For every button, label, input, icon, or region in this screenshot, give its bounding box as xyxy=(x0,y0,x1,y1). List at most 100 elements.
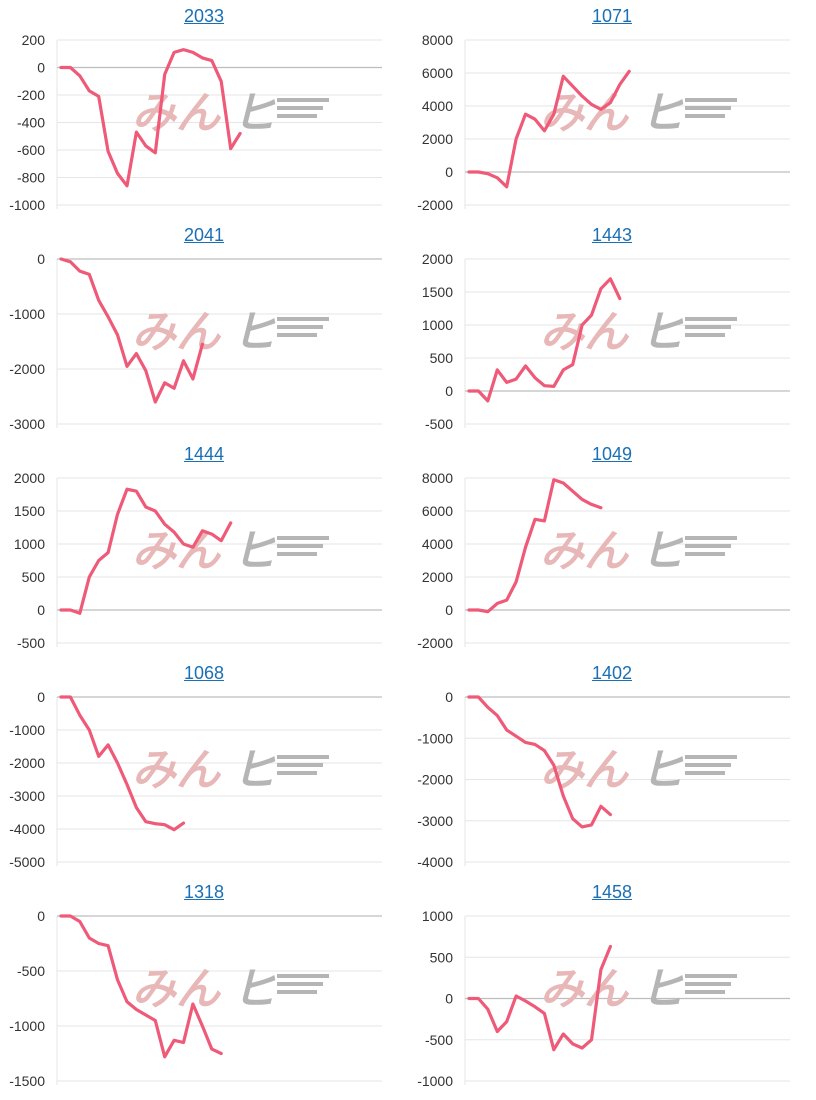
data-point xyxy=(486,610,489,613)
chart-title-link[interactable]: 2033 xyxy=(183,6,225,26)
data-point xyxy=(69,695,72,698)
watermark-logo-right: ヒ xyxy=(640,88,684,139)
data-point xyxy=(562,481,565,484)
y-tick-label: 0 xyxy=(445,164,453,180)
chart-title-link[interactable]: 1402 xyxy=(591,663,633,683)
data-point xyxy=(590,1038,593,1041)
watermark-streak xyxy=(277,325,323,329)
watermark-streak xyxy=(685,974,737,978)
y-tick-label: -4000 xyxy=(417,854,453,870)
data-point xyxy=(543,749,546,752)
data-point xyxy=(125,365,128,368)
data-point xyxy=(477,695,480,698)
line-chart: 1000 500 0 -500 -1000 みんヒ xyxy=(417,908,790,1089)
data-point xyxy=(599,108,602,111)
data-point xyxy=(618,297,621,300)
chart-panel-1458: 1000 500 0 -500 -1000 みんヒ 1458 xyxy=(408,876,816,1095)
y-tick-label: 500 xyxy=(430,350,454,366)
watermark-streak xyxy=(685,317,737,321)
data-point xyxy=(201,56,204,59)
data-point xyxy=(581,825,584,828)
y-tick-label: 1500 xyxy=(14,503,45,519)
data-point xyxy=(467,389,470,392)
data-point xyxy=(609,813,612,816)
y-tick-label: -4000 xyxy=(9,821,45,837)
data-point xyxy=(486,1008,489,1011)
watermark-streak xyxy=(685,990,725,994)
data-point xyxy=(533,376,536,379)
data-point xyxy=(524,999,527,1002)
data-point xyxy=(173,387,176,390)
chart-title-link[interactable]: 1318 xyxy=(183,882,225,902)
data-point xyxy=(599,287,602,290)
data-point xyxy=(59,695,62,698)
data-point xyxy=(78,920,81,923)
y-tick-label: 0 xyxy=(37,251,45,267)
watermark-streak xyxy=(685,106,731,110)
series-line xyxy=(467,277,622,403)
y-tick-label: -500 xyxy=(17,963,45,979)
data-point xyxy=(97,95,100,98)
chart-title-link[interactable]: 1443 xyxy=(591,225,633,245)
chart-title-link[interactable]: 1071 xyxy=(591,6,633,26)
y-tick-label: -600 xyxy=(17,142,45,158)
watermark-streak xyxy=(685,763,731,767)
watermark-streak xyxy=(277,544,323,548)
watermark-streak xyxy=(685,333,725,337)
data-point xyxy=(144,144,147,147)
data-point xyxy=(515,137,518,140)
watermark-logo-right: ヒ xyxy=(640,745,684,796)
y-tick-label: 8000 xyxy=(422,32,453,48)
data-point xyxy=(210,59,213,62)
data-point xyxy=(505,185,508,188)
data-point xyxy=(562,1032,565,1035)
chart-title-link[interactable]: 1068 xyxy=(183,663,225,683)
data-point xyxy=(609,277,612,280)
chart-title-link[interactable]: 2041 xyxy=(183,225,225,245)
chart-title-link[interactable]: 1444 xyxy=(183,444,225,464)
data-point xyxy=(125,1000,128,1003)
data-point xyxy=(533,1005,536,1008)
data-point xyxy=(581,95,584,98)
chart-panel-2033: 200 0 -200 -400 -600 -800 -1000 みんヒ 2033 xyxy=(0,0,408,219)
chart-panel-1071: 8000 6000 4000 2000 0 -2000 みんヒ 1071 xyxy=(408,0,816,219)
y-tick-label: 1500 xyxy=(422,284,453,300)
watermark-logo-right: ヒ xyxy=(232,307,276,358)
y-tick-label: 1000 xyxy=(422,317,453,333)
watermark-streak xyxy=(685,552,725,556)
y-tick-label: 2000 xyxy=(14,470,45,486)
chart-title-link[interactable]: 1458 xyxy=(591,882,633,902)
data-point xyxy=(543,129,546,132)
series-line xyxy=(467,944,612,1052)
data-point xyxy=(59,608,62,611)
data-point xyxy=(571,490,574,493)
data-point xyxy=(505,728,508,731)
y-tick-label: -800 xyxy=(17,170,45,186)
data-point xyxy=(116,172,119,175)
data-point xyxy=(144,820,147,823)
y-tick-label: 1000 xyxy=(14,536,45,552)
data-point xyxy=(163,523,166,526)
data-point xyxy=(599,805,602,808)
data-point xyxy=(88,89,91,92)
watermark-logo-left: みん xyxy=(132,88,222,139)
watermark-logo-left: みん xyxy=(540,745,630,796)
data-point xyxy=(191,1002,194,1005)
y-tick-label: 0 xyxy=(445,991,453,1007)
series-line xyxy=(467,478,603,614)
y-tick-label: -3000 xyxy=(9,416,45,432)
data-point xyxy=(229,147,232,150)
data-point xyxy=(163,823,166,826)
y-tick-label: 200 xyxy=(22,32,46,48)
data-point xyxy=(201,343,204,346)
y-tick-label: 500 xyxy=(430,949,454,965)
data-point xyxy=(210,533,213,536)
data-point xyxy=(467,695,470,698)
data-point xyxy=(97,299,100,302)
chart-title-link[interactable]: 1049 xyxy=(591,444,633,464)
data-point xyxy=(107,315,110,318)
data-point xyxy=(581,1046,584,1049)
data-point xyxy=(477,608,480,611)
watermark-streak xyxy=(685,98,737,102)
data-point xyxy=(552,113,555,116)
